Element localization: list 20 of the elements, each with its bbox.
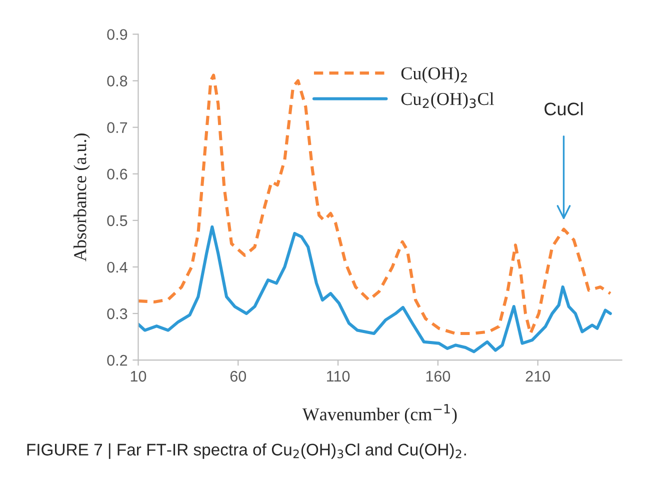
- x-axis-title: Wavenumber (cm$^{−1}$): [302, 404, 457, 424]
- y-axis-title: Absorbance (a.u.): [74, 134, 90, 262]
- y-tick-label: 0.2: [107, 354, 128, 366]
- y-tick-label: 0.6: [107, 168, 128, 180]
- x-tick-label: 160: [426, 370, 450, 382]
- line-series: [138, 225, 612, 354]
- y-tick-label: 0.7: [107, 122, 128, 134]
- y-tick-label: 0.8: [107, 76, 128, 86]
- x-tick-label: 110: [327, 370, 350, 382]
- annotation: CuCl: [544, 102, 583, 116]
- y-tick-label: 0.3: [107, 308, 128, 320]
- x-tick-label: 210: [526, 370, 550, 382]
- y-tick-label: 0.5: [107, 215, 128, 226]
- x-tick-label: 10: [130, 370, 146, 382]
- y-tick-label: 0.4: [107, 262, 128, 273]
- x-tick-label: 60: [230, 370, 246, 382]
- caption: FIGURE 7 | Far FT-IR spectra of Cu$_{2}$(OH)$_{3}$Cl and Cu(OH)$_{2}$.: [27, 443, 466, 459]
- legend-label: Cu$_{2}$(OH)$_{3}$Cl: [401, 92, 494, 109]
- legend-label: Cu(OH)$_{2}$: [401, 66, 467, 84]
- y-tick-label: 0.9: [107, 29, 128, 40]
